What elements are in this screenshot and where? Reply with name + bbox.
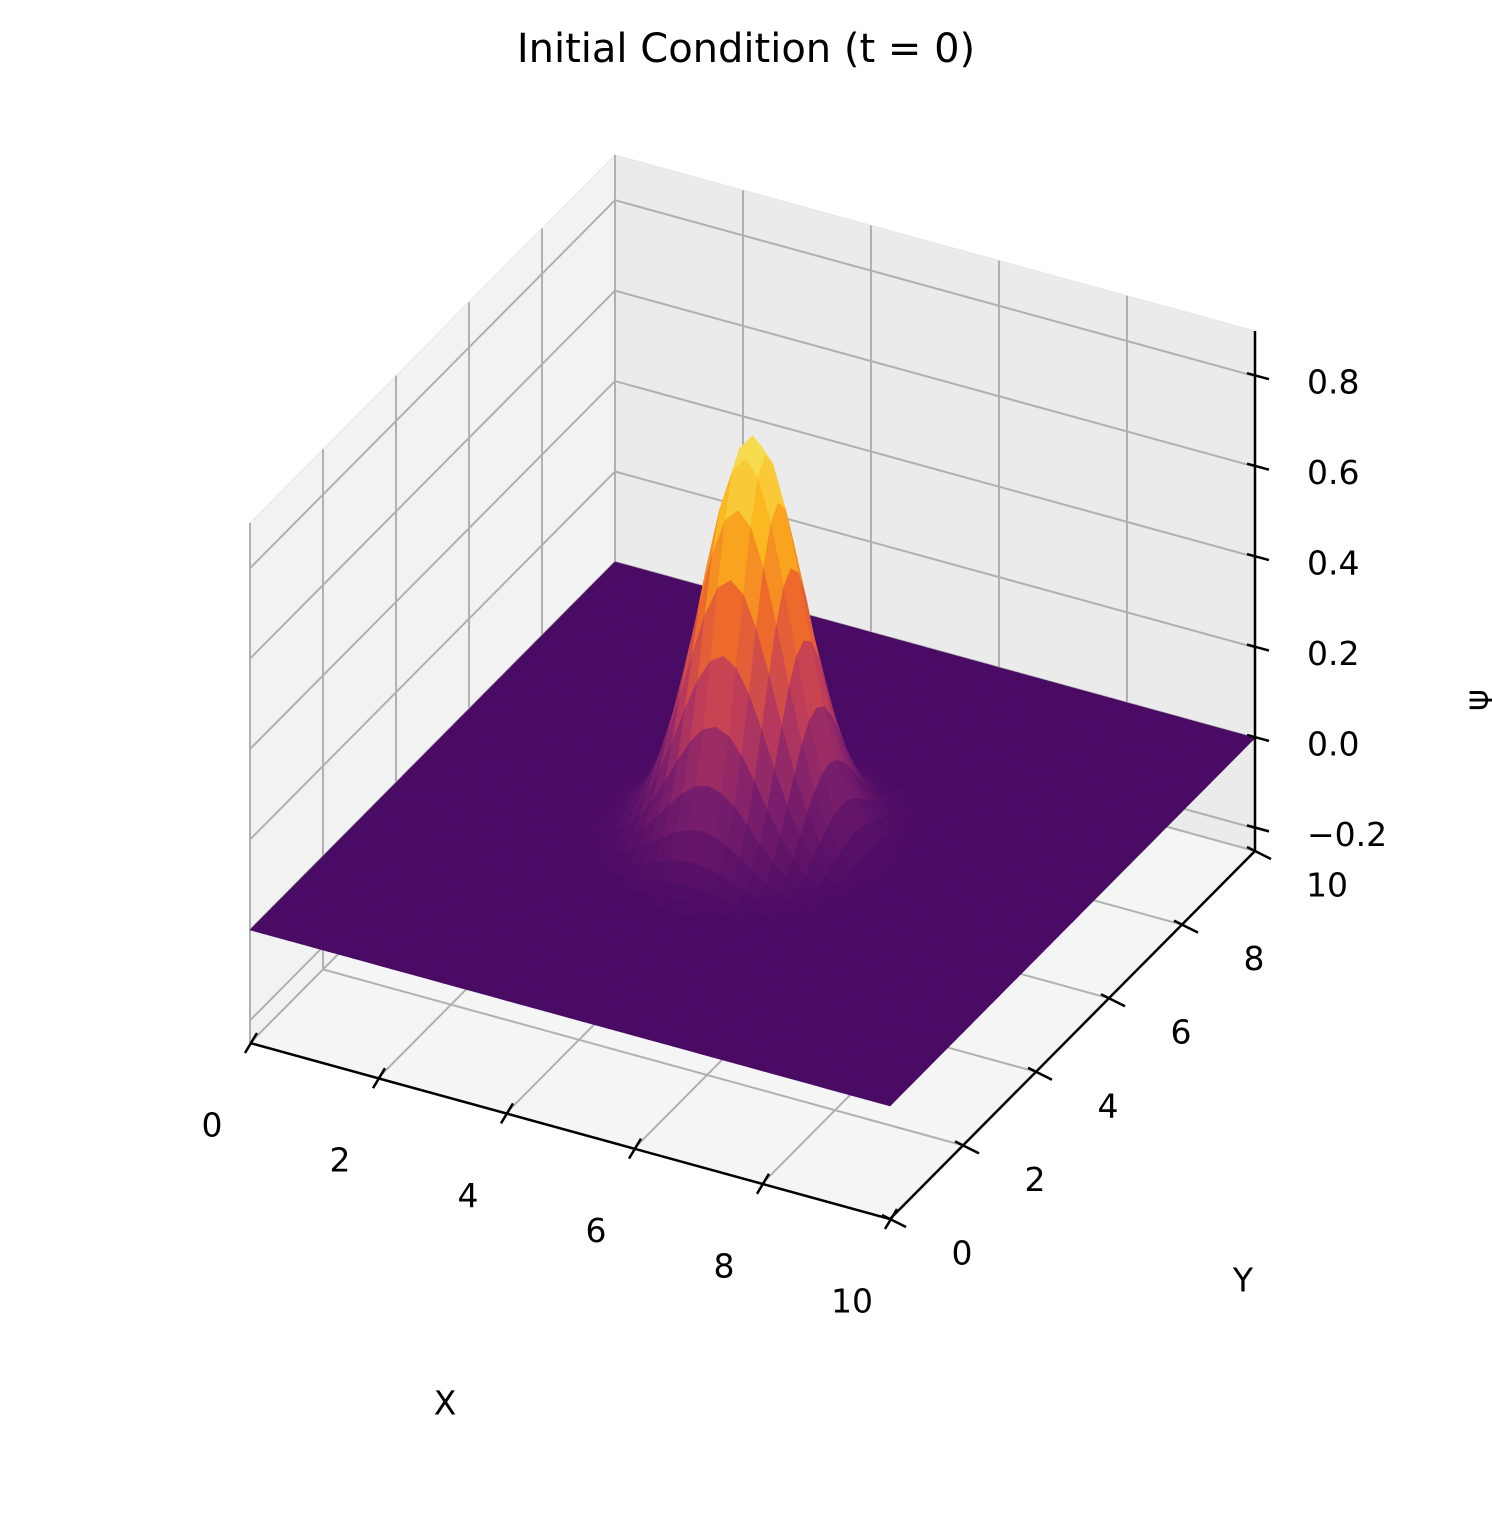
y-tick (954, 1140, 980, 1155)
x-tick-label: 10 (831, 1282, 873, 1321)
z-tick (1246, 733, 1270, 743)
y-axis-label: Y (1232, 1261, 1254, 1300)
z-axis-label: ψ (1457, 689, 1492, 711)
y-tick-label: 10 (1306, 866, 1348, 905)
z-tick-label: 0.8 (1307, 363, 1359, 402)
y-tick (1100, 993, 1126, 1008)
y-tick-label: 2 (1025, 1160, 1046, 1199)
axis-lines (243, 331, 1272, 1230)
x-tick (499, 1102, 515, 1125)
y-tick-label: 0 (952, 1234, 973, 1273)
grid-line-z-back (614, 380, 1256, 559)
x-tick-label: 6 (586, 1211, 607, 1250)
z-tick (1246, 462, 1270, 471)
y-tick-label: 6 (1171, 1013, 1192, 1052)
grid-line-z-back (614, 199, 1256, 378)
tick-labels: 0 2 4 6 8 10 0 2 4 6 8 10 −0.2 0.0 0.2 0.4 0.6 0.8 X Yψ (202, 363, 1492, 1423)
x-tick-label: 2 (330, 1141, 351, 1180)
x-tick-label: 0 (202, 1106, 223, 1145)
x-tick (755, 1173, 771, 1195)
surface-patch (876, 1094, 898, 1107)
grid-line-y-floor (322, 968, 964, 1147)
grid-line-z-back (614, 470, 1256, 649)
grid-line-z-back (614, 289, 1256, 468)
z-tick (1246, 824, 1270, 833)
z-tick (1246, 552, 1270, 562)
x-tick (627, 1137, 643, 1160)
y-tick-label: 8 (1244, 939, 1265, 978)
grid-line-z-left (249, 289, 616, 660)
z-tick-label: 0.6 (1307, 453, 1359, 492)
z-tick (1246, 643, 1270, 652)
z-tick-label: 0.0 (1307, 724, 1359, 763)
z-tick-label: 0.2 (1307, 634, 1359, 673)
grid-line-z-left (249, 199, 616, 569)
x-tick-label: 4 (458, 1176, 479, 1215)
x-tick (371, 1067, 387, 1089)
chart-title: Initial Condition (t = 0) (516, 26, 976, 72)
y-tick (1027, 1066, 1053, 1081)
x-axis-line (249, 1041, 891, 1221)
x-tick-label: 8 (714, 1246, 735, 1285)
y-tick (1246, 845, 1272, 861)
y-tick-label: 4 (1098, 1086, 1119, 1125)
z-tick (1246, 372, 1270, 381)
x-tick (243, 1032, 259, 1054)
grid-line-z-left (249, 470, 616, 841)
z-tick-label: −0.2 (1307, 815, 1387, 854)
surface-mesh (249, 435, 1256, 1107)
x-axis-label: X (434, 1384, 457, 1423)
z-tick-label: 0.4 (1307, 544, 1359, 583)
y-tick (1173, 919, 1199, 934)
y-axis-line (889, 850, 1256, 1220)
grid-line-z-left (249, 380, 616, 750)
y-tick (881, 1213, 907, 1229)
